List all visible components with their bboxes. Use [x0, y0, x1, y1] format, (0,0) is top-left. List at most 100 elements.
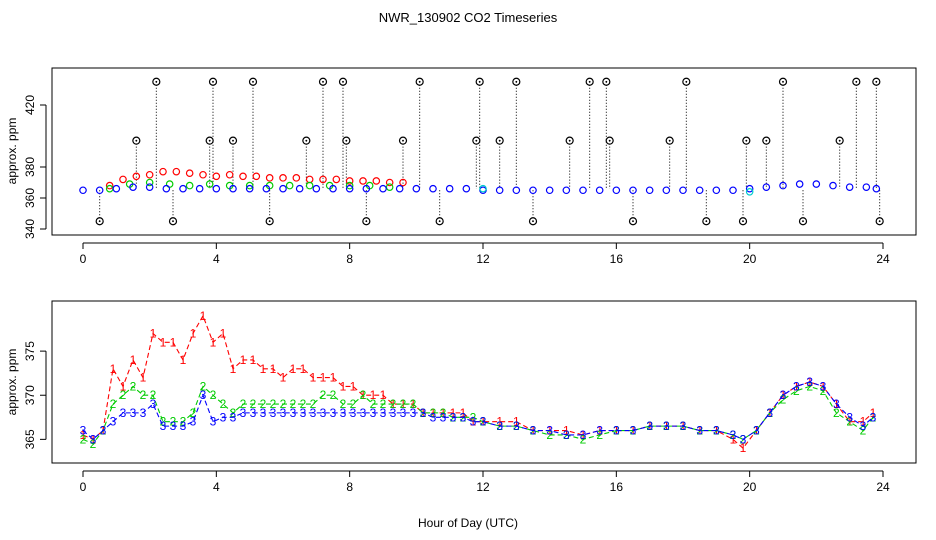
bottom-point-1: 1	[210, 335, 217, 349]
bottom-point-2: 2	[320, 388, 327, 402]
bottom-point-3: 3	[580, 428, 587, 442]
bottom-point-3: 3	[180, 419, 187, 433]
bottom-point-3: 3	[480, 415, 487, 429]
bottom-point-1: 1	[300, 362, 307, 376]
top-point-center	[745, 139, 748, 142]
bottom-point-2: 2	[280, 397, 287, 411]
bottom-y-tick-label: 370	[23, 385, 37, 405]
top-point-3	[629, 186, 637, 195]
top-point-2	[345, 181, 354, 190]
top-point-1	[159, 167, 167, 176]
top-point-3	[495, 186, 504, 195]
top-point-1	[119, 175, 127, 184]
bottom-point-1: 1	[350, 379, 357, 393]
bottom-point-3: 3	[440, 410, 447, 424]
bottom-point-2: 2	[200, 379, 207, 393]
top-point-center	[532, 220, 534, 223]
top-point-1	[132, 172, 141, 181]
bottom-point-3: 3	[300, 406, 307, 420]
top-point-o	[472, 136, 481, 145]
top-point-3	[679, 186, 687, 195]
top-point-3	[562, 186, 571, 195]
bottom-point-3: 3	[780, 388, 787, 402]
top-point-c	[745, 188, 754, 196]
bottom-point-1: 1	[200, 309, 207, 323]
top-point-center	[172, 220, 174, 223]
top-point-3	[545, 186, 554, 195]
top-point-1	[319, 175, 327, 184]
bottom-point-1: 1	[513, 415, 520, 429]
top-point-3	[872, 184, 881, 193]
top-point-3	[112, 184, 121, 193]
bottom-point-2: 2	[380, 397, 387, 411]
top-point-o	[778, 77, 788, 86]
top-point-3	[512, 186, 521, 195]
bottom-x-tick-label: 16	[610, 480, 624, 494]
bottom-point-1: 1	[596, 424, 603, 438]
bottom-point-1: 1	[793, 379, 800, 393]
top-point-center	[588, 80, 591, 83]
top-point-3	[645, 186, 654, 195]
top-x-tick-label: 16	[610, 252, 624, 266]
bottom-point-2: 2	[90, 437, 97, 451]
bottom-point-3: 3	[680, 419, 687, 433]
top-point-3	[395, 184, 404, 193]
top-point-2	[385, 183, 394, 191]
top-point-1	[292, 174, 301, 182]
bottom-point-2: 2	[160, 415, 167, 429]
bottom-point-3: 3	[753, 424, 760, 438]
bottom-y-tick-label: 375	[23, 341, 37, 361]
top-point-o	[852, 77, 861, 86]
top-point-o	[248, 77, 258, 86]
bottom-point-3: 3	[470, 415, 477, 429]
top-point-o	[205, 136, 214, 145]
bottom-point-3: 3	[613, 424, 620, 438]
top-point-3	[229, 184, 237, 193]
bottom-point-1: 1	[240, 353, 247, 367]
top-point-3	[729, 186, 737, 195]
bottom-point-3: 3	[496, 419, 503, 433]
top-point-3	[579, 186, 587, 195]
bottom-point-1: 1	[110, 362, 117, 376]
bottom-point-1: 1	[250, 353, 257, 367]
bottom-point-3: 3	[860, 419, 867, 433]
bottom-point-3: 3	[390, 406, 397, 420]
bottom-point-1: 1	[833, 397, 840, 411]
bottom-point-3: 3	[596, 424, 603, 438]
bottom-point-1: 1	[190, 326, 197, 340]
top-point-center	[438, 220, 441, 223]
bottom-point-3: 3	[663, 419, 670, 433]
top-point-o	[228, 136, 238, 145]
top-point-3	[162, 184, 171, 193]
top-plot-frame	[51, 67, 917, 236]
bottom-point-3: 3	[270, 406, 277, 420]
bottom-point-3: 3	[230, 410, 237, 424]
top-x-tick-label: 24	[876, 252, 890, 266]
bottom-point-2: 2	[340, 397, 347, 411]
bottom-point-1: 1	[140, 371, 147, 385]
top-point-1	[372, 177, 381, 185]
bottom-point-2: 2	[400, 397, 407, 411]
bottom-point-3: 3	[410, 406, 417, 420]
bottom-point-1: 1	[370, 388, 377, 402]
top-point-o	[415, 77, 424, 86]
top-point-3	[712, 186, 721, 195]
top-point-1	[252, 172, 261, 181]
bottom-x-tick-label: 8	[346, 480, 353, 494]
top-point-1	[172, 167, 181, 176]
top-y-tick-label: 420	[23, 95, 37, 115]
bottom-point-1: 1	[320, 371, 327, 385]
bottom-point-2: 2	[220, 397, 227, 411]
bottom-point-2: 2	[80, 432, 87, 446]
top-point-3	[262, 184, 271, 193]
top-point-3	[745, 184, 754, 193]
top-point-1	[305, 175, 314, 184]
top-point-center	[268, 220, 271, 223]
top-point-1	[199, 170, 207, 179]
top-point-center	[515, 80, 518, 83]
top-point-o	[762, 136, 771, 145]
top-point-o	[265, 217, 274, 226]
bottom-point-2: 2	[410, 397, 417, 411]
bottom-point-3: 3	[546, 424, 553, 438]
